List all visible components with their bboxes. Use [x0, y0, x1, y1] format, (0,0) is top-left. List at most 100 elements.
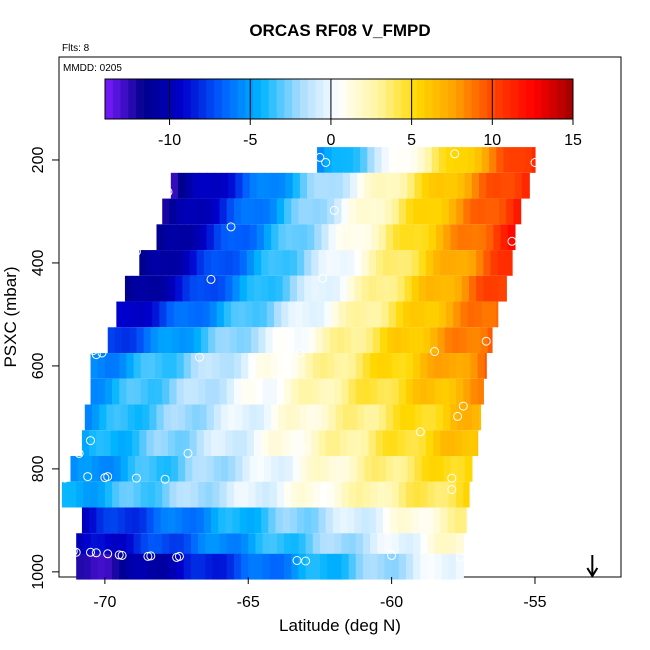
- heat-cell: [341, 481, 350, 508]
- heat-cell: [434, 481, 443, 508]
- heat-cell: [413, 481, 421, 508]
- heat-cell: [83, 533, 92, 559]
- heat-cell: [132, 275, 140, 302]
- heat-cell: [414, 224, 423, 251]
- heat-cell: [410, 301, 419, 328]
- heat-cell: [169, 553, 178, 580]
- heat-cell: [139, 275, 148, 302]
- heat-cell: [370, 198, 378, 225]
- colorbar-segment: [136, 79, 145, 119]
- heat-cell: [424, 147, 433, 173]
- heat-cell: [291, 378, 300, 405]
- observation-point: [60, 473, 70, 483]
- heat-cell: [299, 456, 308, 482]
- heat-cell: [127, 456, 136, 482]
- colorbar-segment: [565, 79, 574, 119]
- heat-cell: [334, 481, 343, 508]
- heat-cell: [299, 404, 308, 431]
- heat-cell: [365, 327, 374, 354]
- heat-cell: [103, 507, 112, 534]
- heat-cell: [421, 224, 430, 251]
- heat-cell: [219, 553, 228, 580]
- heat-cell: [318, 507, 327, 534]
- heat-cell: [298, 481, 307, 508]
- heat-cell: [185, 172, 193, 199]
- heat-cell: [192, 456, 201, 482]
- heat-cell: [196, 250, 205, 276]
- heat-cell: [70, 456, 79, 482]
- heat-cell: [199, 224, 208, 251]
- heat-cell: [327, 353, 335, 379]
- heat-cell: [167, 275, 176, 302]
- observation-point: [450, 149, 460, 159]
- heat-cell: [426, 250, 434, 276]
- heat-cell: [428, 172, 437, 199]
- heat-cell: [76, 533, 84, 559]
- heat-cell: [393, 224, 401, 251]
- heat-cell: [490, 275, 499, 302]
- heat-cell: [344, 327, 353, 354]
- heat-cell: [436, 404, 444, 431]
- heat-cell: [206, 172, 215, 199]
- observation-point: [387, 550, 397, 560]
- heat-cell: [213, 456, 222, 482]
- heat-cell: [327, 198, 335, 225]
- heat-cell: [424, 301, 433, 328]
- y-tick-label: 400: [30, 249, 47, 276]
- heat-cell: [210, 250, 219, 276]
- heat-cell: [348, 378, 357, 405]
- heat-cell: [77, 456, 86, 482]
- heat-cell: [124, 275, 133, 302]
- heat-cell: [199, 172, 208, 199]
- heat-cell: [463, 198, 472, 225]
- heat-cell: [329, 327, 338, 354]
- heat-cell: [238, 301, 246, 328]
- colorbar-segment: [495, 79, 504, 119]
- heat-cell: [450, 456, 459, 482]
- heat-cell: [296, 250, 305, 276]
- heat-cell: [221, 456, 229, 482]
- heat-cell: [446, 147, 454, 173]
- heat-cell: [155, 481, 163, 508]
- heat-cell: [426, 430, 434, 457]
- observation-point: [206, 274, 216, 284]
- heat-cell: [284, 378, 292, 405]
- heat-cell: [177, 224, 186, 251]
- heat-cell: [370, 533, 378, 559]
- heat-cell: [246, 430, 255, 457]
- heat-cell: [374, 147, 383, 173]
- heat-cell: [368, 507, 377, 534]
- heat-cell: [248, 481, 257, 508]
- heat-cell: [305, 353, 314, 379]
- heat-cell: [176, 553, 185, 580]
- heat-cell: [364, 224, 373, 251]
- heat-cell: [199, 456, 208, 482]
- heat-cell: [239, 250, 248, 276]
- heat-cell: [354, 430, 363, 457]
- heat-cell: [130, 301, 139, 328]
- heat-cell: [261, 250, 269, 276]
- heat-cell: [76, 481, 84, 508]
- heat-cell: [186, 327, 195, 354]
- heat-cell: [398, 378, 407, 405]
- heat-cell: [384, 533, 393, 559]
- heat-cell: [375, 250, 384, 276]
- heat-cell: [454, 275, 463, 302]
- heat-cell: [185, 224, 193, 251]
- heat-cell: [155, 353, 163, 379]
- heat-cell: [467, 301, 476, 328]
- heat-cell: [166, 301, 175, 328]
- heat-cell: [285, 456, 294, 482]
- observation-point: [295, 348, 305, 358]
- heat-cell: [172, 327, 181, 354]
- heat-cell: [218, 507, 226, 534]
- heat-cell: [364, 172, 373, 199]
- heat-cell: [441, 481, 450, 508]
- heat-cell: [139, 250, 148, 276]
- heat-cell: [278, 172, 287, 199]
- heat-cell: [170, 172, 179, 199]
- heat-cell: [196, 275, 205, 302]
- heat-cell: [122, 327, 130, 354]
- heat-cell: [456, 198, 464, 225]
- heat-cell: [299, 224, 308, 251]
